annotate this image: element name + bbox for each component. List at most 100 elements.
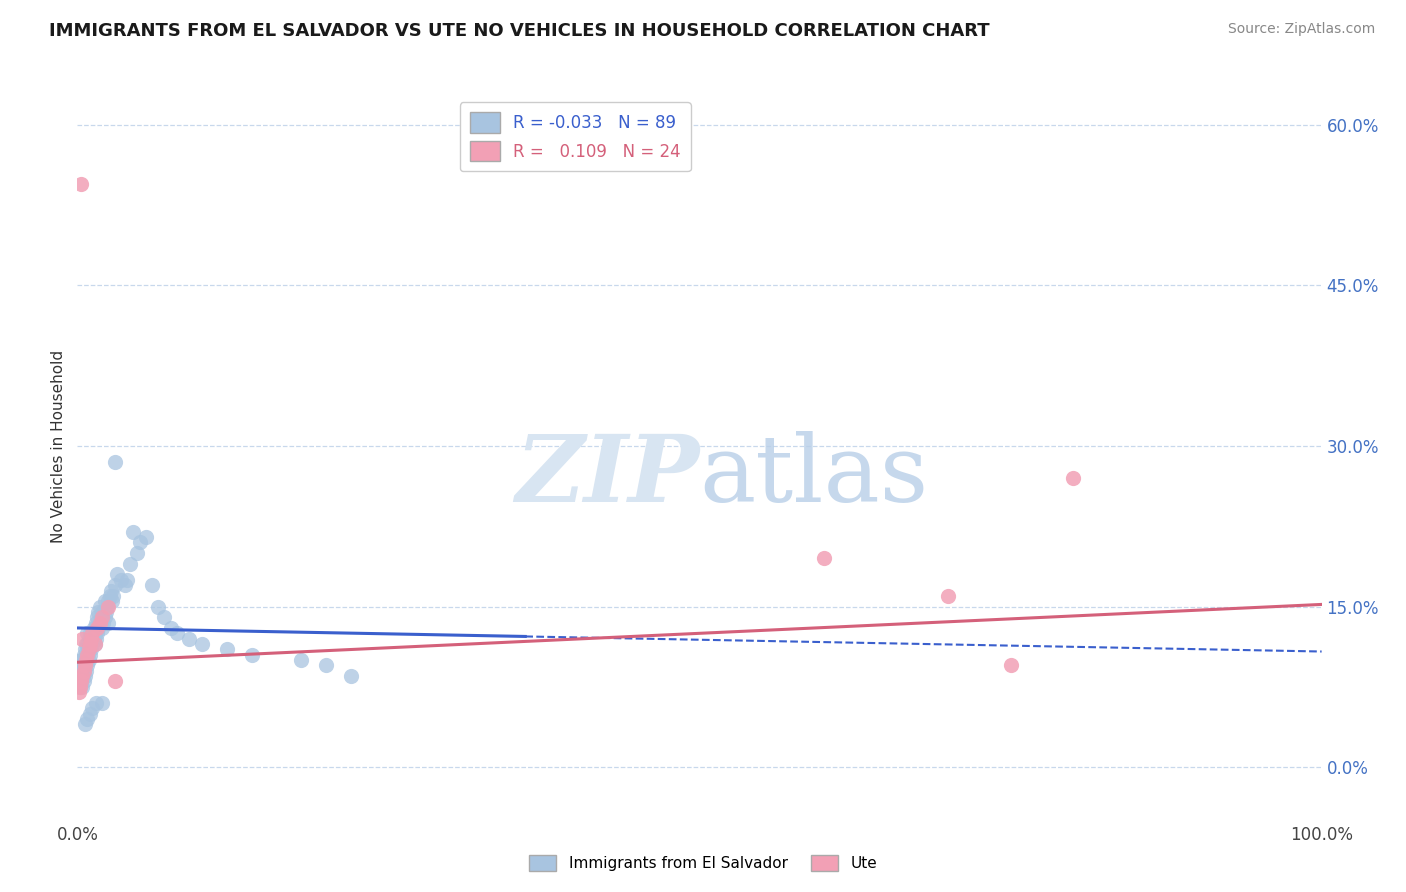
Point bbox=[77, 653, 100, 667]
Point bbox=[1062, 471, 1084, 485]
Point bbox=[80, 642, 103, 657]
Point bbox=[72, 664, 94, 678]
Point bbox=[135, 530, 157, 544]
Point bbox=[79, 648, 101, 662]
Point bbox=[76, 648, 98, 662]
Point bbox=[79, 706, 101, 721]
Point bbox=[936, 589, 959, 603]
Point bbox=[104, 578, 127, 592]
Point bbox=[101, 594, 124, 608]
Point bbox=[315, 658, 337, 673]
Point bbox=[72, 680, 94, 694]
Point bbox=[75, 653, 97, 667]
Point bbox=[73, 642, 96, 657]
Point bbox=[104, 455, 127, 469]
Point bbox=[83, 626, 105, 640]
Point bbox=[97, 615, 120, 630]
Point bbox=[96, 599, 118, 614]
Point bbox=[87, 605, 110, 619]
Y-axis label: No Vehicles in Household: No Vehicles in Household bbox=[51, 350, 66, 542]
Point bbox=[97, 599, 120, 614]
Point bbox=[72, 674, 94, 689]
Point bbox=[93, 594, 115, 608]
Point bbox=[70, 658, 93, 673]
Point bbox=[105, 567, 128, 582]
Point bbox=[240, 648, 263, 662]
Legend: R = -0.033   N = 89, R =   0.109   N = 24: R = -0.033 N = 89, R = 0.109 N = 24 bbox=[460, 103, 690, 171]
Point bbox=[94, 605, 117, 619]
Point bbox=[73, 658, 96, 673]
Point bbox=[82, 701, 104, 715]
Point bbox=[70, 669, 93, 683]
Point bbox=[97, 594, 120, 608]
Point bbox=[84, 615, 107, 630]
Point bbox=[72, 664, 94, 678]
Point bbox=[86, 610, 108, 624]
Point bbox=[75, 664, 97, 678]
Point bbox=[93, 615, 115, 630]
Point bbox=[104, 674, 127, 689]
Point bbox=[159, 621, 181, 635]
Point bbox=[72, 669, 94, 683]
Point bbox=[91, 696, 114, 710]
Point bbox=[72, 658, 94, 673]
Point bbox=[110, 573, 132, 587]
Point bbox=[83, 637, 105, 651]
Point bbox=[72, 664, 94, 678]
Point bbox=[69, 664, 91, 678]
Point bbox=[166, 626, 188, 640]
Point bbox=[67, 685, 90, 699]
Point bbox=[84, 696, 107, 710]
Point bbox=[72, 632, 94, 646]
Point bbox=[80, 632, 103, 646]
Point bbox=[86, 626, 108, 640]
Point bbox=[79, 626, 101, 640]
Point bbox=[89, 615, 111, 630]
Point bbox=[89, 615, 111, 630]
Point bbox=[73, 658, 96, 673]
Point bbox=[86, 621, 108, 635]
Point bbox=[72, 669, 94, 683]
Text: IMMIGRANTS FROM EL SALVADOR VS UTE NO VEHICLES IN HOUSEHOLD CORRELATION CHART: IMMIGRANTS FROM EL SALVADOR VS UTE NO VE… bbox=[49, 22, 990, 40]
Point bbox=[813, 551, 835, 566]
Point bbox=[70, 653, 93, 667]
Point bbox=[90, 610, 112, 624]
Point bbox=[340, 669, 363, 683]
Point bbox=[80, 632, 103, 646]
Point bbox=[98, 589, 121, 603]
Point bbox=[91, 621, 114, 635]
Point bbox=[75, 653, 97, 667]
Point bbox=[77, 642, 100, 657]
Text: Source: ZipAtlas.com: Source: ZipAtlas.com bbox=[1227, 22, 1375, 37]
Point bbox=[83, 621, 105, 635]
Point bbox=[70, 674, 93, 689]
Point bbox=[1000, 658, 1022, 673]
Point bbox=[82, 626, 104, 640]
Text: atlas: atlas bbox=[700, 431, 929, 521]
Point bbox=[83, 632, 105, 646]
Point bbox=[76, 648, 98, 662]
Point bbox=[79, 637, 101, 651]
Point bbox=[148, 599, 170, 614]
Point bbox=[87, 621, 110, 635]
Point bbox=[77, 632, 100, 646]
Point bbox=[79, 637, 101, 651]
Point bbox=[128, 535, 150, 549]
Point bbox=[69, 680, 91, 694]
Point bbox=[115, 573, 138, 587]
Point bbox=[76, 658, 98, 673]
Point bbox=[122, 524, 145, 539]
Point bbox=[114, 578, 136, 592]
Point bbox=[215, 642, 238, 657]
Point bbox=[141, 578, 163, 592]
Legend: Immigrants from El Salvador, Ute: Immigrants from El Salvador, Ute bbox=[523, 849, 883, 877]
Point bbox=[83, 637, 105, 651]
Point bbox=[76, 712, 98, 726]
Point bbox=[72, 648, 94, 662]
Point bbox=[77, 642, 100, 657]
Point bbox=[84, 632, 107, 646]
Point bbox=[89, 599, 111, 614]
Point bbox=[70, 177, 93, 191]
Point bbox=[75, 637, 97, 651]
Point bbox=[73, 717, 96, 731]
